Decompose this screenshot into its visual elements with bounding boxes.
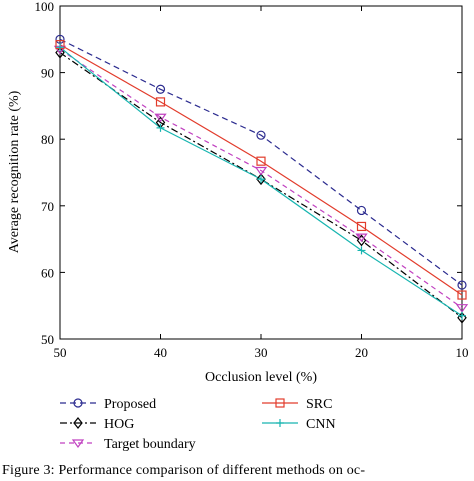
series-line-src xyxy=(59,44,463,296)
y-tick-label: 90 xyxy=(41,66,54,81)
data-point-proposed xyxy=(457,280,467,290)
data-point-src xyxy=(256,156,266,166)
data-point-src xyxy=(457,290,467,300)
data-point-cnn xyxy=(357,246,366,255)
y-tick-label: 100 xyxy=(35,0,55,14)
legend-marker-hog xyxy=(73,417,83,429)
data-point-target-boundary xyxy=(355,233,368,243)
data-point-src xyxy=(155,97,166,107)
data-point-cnn xyxy=(257,175,265,184)
figure-caption: Figure 3: Performance comparison of diff… xyxy=(2,463,366,478)
legend-label-proposed: Proposed xyxy=(104,397,156,412)
data-point-hog xyxy=(256,173,266,186)
y-tick-label: 70 xyxy=(41,199,54,214)
x-tick-label: 20 xyxy=(355,345,368,360)
line-chart: 50 60 70 80 90 100 50 40 30 20 10 Average recogni… xyxy=(7,0,469,452)
data-point-proposed xyxy=(256,130,266,140)
y-tick-label: 80 xyxy=(41,132,54,147)
legend-label-target-boundary: Target boundary xyxy=(104,437,196,452)
plot-frame xyxy=(59,5,463,340)
legend-marker-target-boundary xyxy=(71,439,85,449)
data-point-proposed xyxy=(356,205,367,216)
data-point-target-boundary xyxy=(254,166,268,176)
x-tick-label: 50 xyxy=(54,345,67,360)
data-point-hog xyxy=(55,46,65,59)
y-tick-label: 50 xyxy=(41,332,54,347)
legend-marker-cnn xyxy=(276,419,284,427)
y-axis-ticks: 50 60 70 80 90 100 xyxy=(35,0,462,347)
x-axis-label: Occlusion level (%) xyxy=(205,370,317,385)
data-point-src xyxy=(356,221,367,232)
data-point-cnn xyxy=(56,43,64,52)
y-axis-label: Average recognition rate (%) xyxy=(7,90,22,253)
data-point-target-boundary xyxy=(455,304,469,313)
legend-marker-proposed xyxy=(73,398,83,408)
legend: Proposed HOG Target boundary SRC CNN xyxy=(60,397,336,452)
data-point-target-boundary xyxy=(154,113,167,123)
data-point-cnn xyxy=(156,123,165,132)
data-point-proposed xyxy=(155,84,166,94)
x-tick-label: 40 xyxy=(154,345,167,360)
series-lines xyxy=(59,38,463,319)
series-line-proposed xyxy=(59,38,463,286)
y-tick-label: 60 xyxy=(41,265,54,280)
x-tick-label: 10 xyxy=(456,345,469,360)
x-tick-label: 30 xyxy=(255,345,268,360)
x-axis-ticks: 50 40 30 20 10 xyxy=(54,6,469,360)
legend-label-src: SRC xyxy=(306,397,332,412)
series-markers xyxy=(53,34,469,324)
legend-label-hog: HOG xyxy=(104,417,134,432)
legend-label-cnn: CNN xyxy=(306,417,336,432)
data-point-hog xyxy=(356,234,367,247)
data-point-cnn xyxy=(458,311,466,320)
series-line-hog xyxy=(59,52,463,319)
series-line-target-boundary xyxy=(59,48,463,309)
legend-marker-src xyxy=(275,398,285,408)
